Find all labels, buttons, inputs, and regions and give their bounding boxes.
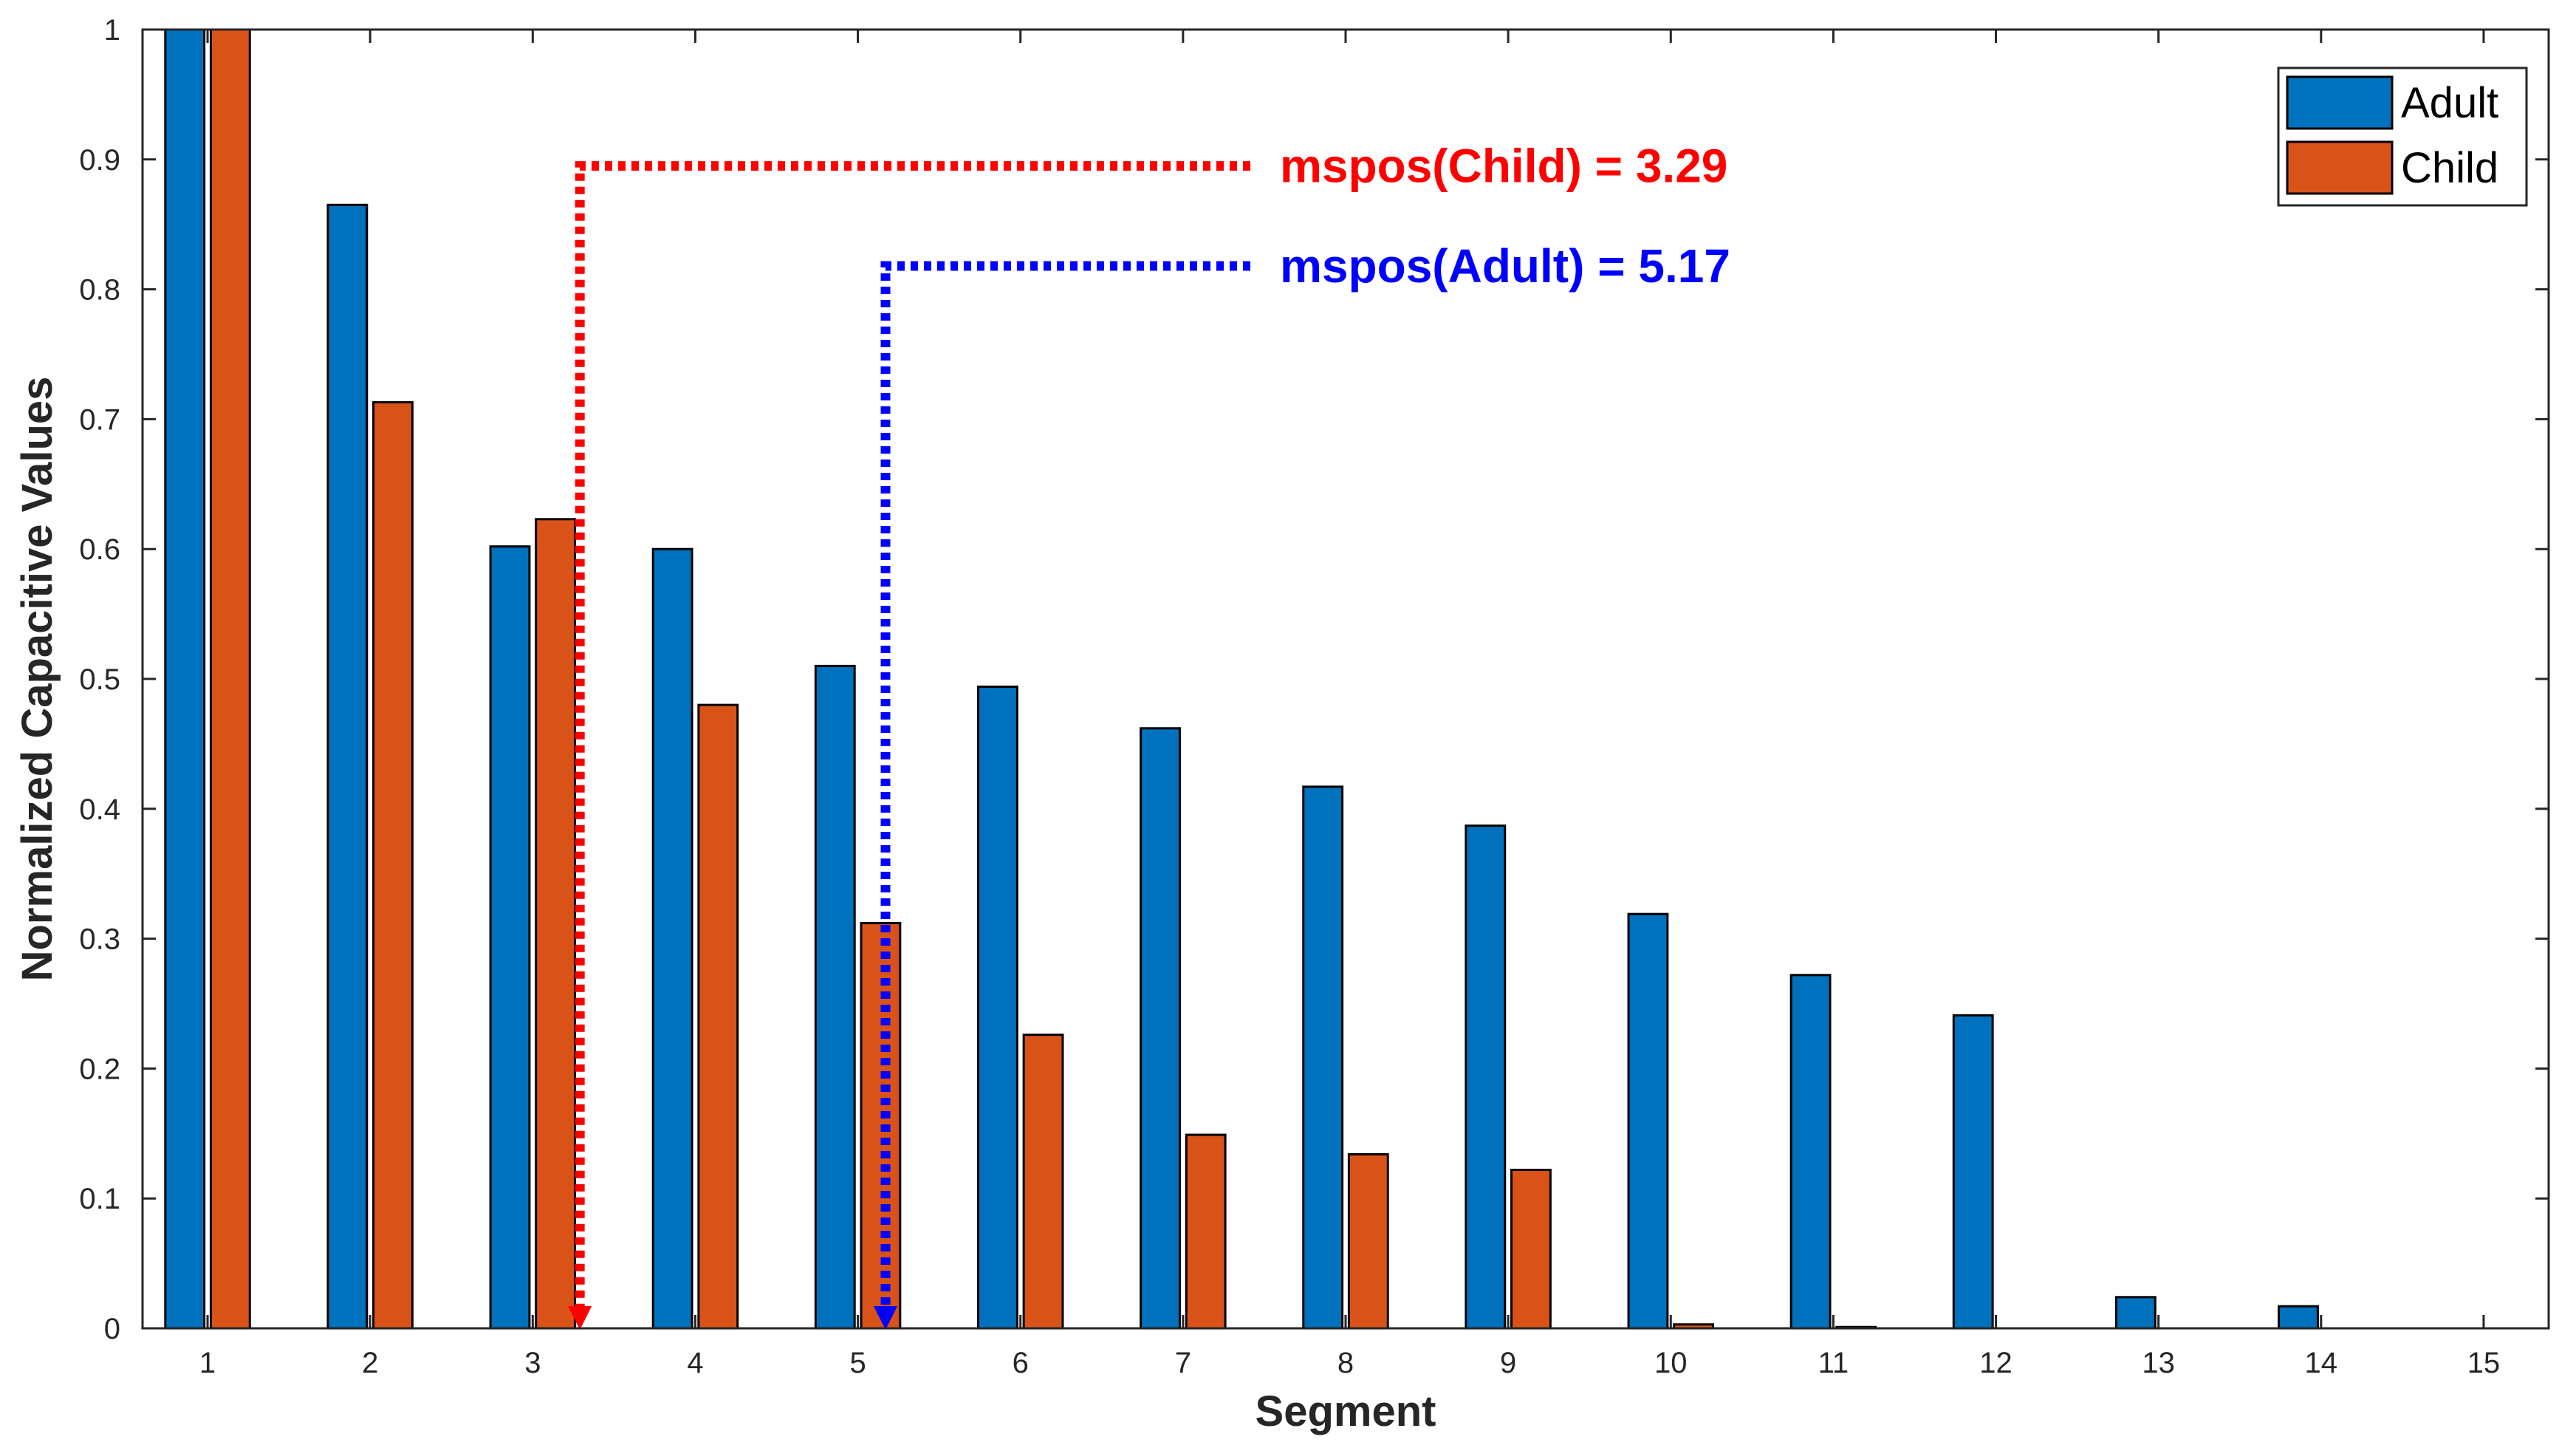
bar-child-2 bbox=[372, 401, 414, 1330]
bar-adult-5 bbox=[814, 664, 856, 1330]
legend-swatch-adult bbox=[2286, 75, 2394, 130]
annotation-arrowhead-adult bbox=[874, 1306, 898, 1330]
bar-adult-10 bbox=[1627, 912, 1669, 1330]
bars-group bbox=[164, 28, 2319, 1330]
y-tick-label-0: 0 bbox=[104, 1313, 120, 1345]
x-tick-label-4: 4 bbox=[687, 1347, 703, 1379]
bar-child-7 bbox=[1185, 1133, 1227, 1330]
bar-adult-9 bbox=[1465, 824, 1507, 1330]
legend-swatch-child bbox=[2286, 140, 2394, 195]
x-tick-label-1: 1 bbox=[199, 1347, 216, 1379]
y-tick-label-9: 0.9 bbox=[79, 144, 120, 177]
annotation-line-adult bbox=[880, 261, 1250, 1311]
x-tick-label-8: 8 bbox=[1337, 1347, 1354, 1379]
y-tick-label-4: 0.4 bbox=[79, 793, 120, 826]
bar-child-4 bbox=[697, 703, 739, 1330]
bar-child-5 bbox=[860, 922, 902, 1330]
bar-adult-4 bbox=[651, 547, 693, 1330]
y-tick-label-7: 0.7 bbox=[79, 403, 120, 436]
y-tick-label-10: 1 bbox=[104, 14, 120, 47]
x-tick-label-9: 9 bbox=[1500, 1347, 1516, 1379]
y-tick-label-2: 0.2 bbox=[79, 1053, 120, 1085]
x-tick-label-13: 13 bbox=[2142, 1347, 2175, 1379]
x-axis-label: Segment bbox=[1256, 1387, 1436, 1435]
y-tick-label-8: 0.8 bbox=[79, 274, 120, 307]
x-tick-label-6: 6 bbox=[1013, 1347, 1029, 1379]
x-tick-label-5: 5 bbox=[849, 1347, 866, 1379]
annotation-arrowhead-child bbox=[568, 1306, 592, 1330]
bar-adult-11 bbox=[1789, 974, 1832, 1330]
bar-adult-1 bbox=[164, 28, 206, 1330]
x-tick-label-12: 12 bbox=[1979, 1347, 2012, 1379]
x-tick-label-3: 3 bbox=[524, 1347, 541, 1379]
x-tick-label-10: 10 bbox=[1654, 1347, 1688, 1379]
bar-child-3 bbox=[535, 518, 577, 1330]
y-tick-label-6: 0.6 bbox=[79, 533, 120, 566]
x-tick-label-14: 14 bbox=[2305, 1347, 2338, 1379]
bar-adult-13 bbox=[2114, 1296, 2157, 1330]
y-tick-label-1: 0.1 bbox=[79, 1183, 120, 1215]
bar-child-6 bbox=[1022, 1034, 1064, 1330]
x-tick-label-11: 11 bbox=[1818, 1347, 1849, 1379]
y-tick-label-5: 0.5 bbox=[79, 663, 120, 696]
bar-adult-7 bbox=[1140, 727, 1181, 1330]
annotation-label-adult: mspos(Adult) = 5.17 bbox=[1280, 239, 1730, 293]
bar-adult-14 bbox=[2278, 1305, 2319, 1330]
y-tick-label-3: 0.3 bbox=[79, 923, 120, 956]
bar-child-9 bbox=[1510, 1169, 1552, 1330]
bar-child-1 bbox=[209, 28, 251, 1330]
y-axis-label: Normalized Capacitive Values bbox=[13, 377, 61, 982]
bar-adult-12 bbox=[1952, 1014, 1994, 1330]
bar-adult-3 bbox=[489, 545, 531, 1330]
x-tick-label-15: 15 bbox=[2467, 1347, 2501, 1379]
legend-label-child: Child bbox=[2401, 144, 2498, 192]
x-tick-label-7: 7 bbox=[1175, 1347, 1191, 1379]
bar-adult-8 bbox=[1302, 785, 1344, 1330]
x-tick-label-2: 2 bbox=[362, 1347, 378, 1379]
axes-group: 1 2 3 4 5 6 7 8 9 10 11 12 13 14 1500.10.20.30.40.50.6… bbox=[13, 14, 2550, 1435]
bar-adult-2 bbox=[326, 203, 369, 1330]
annotations-group: mspos(Child) = 3.29 mspos(Adult) = 5.17 bbox=[568, 140, 1730, 1330]
annotation-label-child: mspos(Child) = 3.29 bbox=[1280, 140, 1727, 193]
bar-child-8 bbox=[1347, 1152, 1389, 1330]
bar-adult-6 bbox=[976, 686, 1018, 1330]
legend-label-adult: Adult bbox=[2401, 79, 2498, 127]
annotation-line-child bbox=[575, 161, 1250, 1311]
legend: Adult Child bbox=[2277, 66, 2528, 207]
